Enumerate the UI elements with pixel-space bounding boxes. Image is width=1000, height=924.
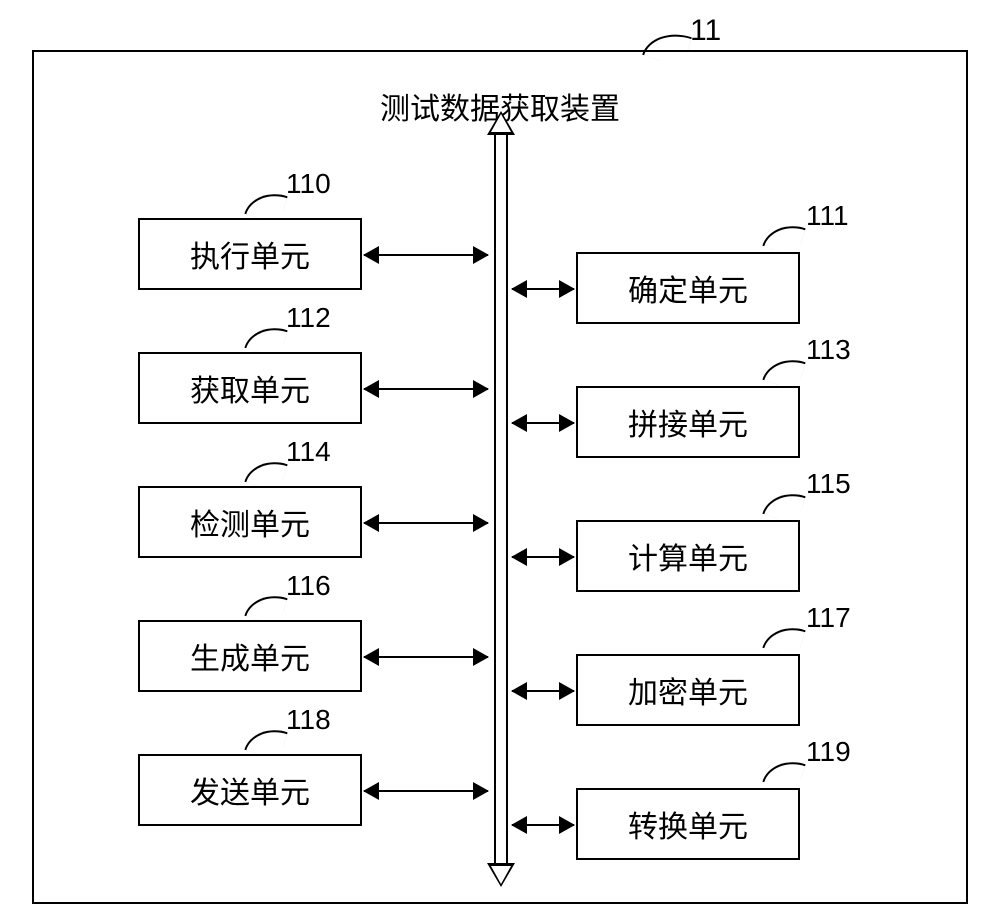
unit-box-label: 获取单元 [190, 366, 310, 410]
unit-label-text-114: 114 [286, 436, 331, 468]
unit-label-text-118: 118 [286, 704, 331, 736]
unit-label-text-113: 113 [806, 334, 851, 366]
unit-box-118: 发送单元 [138, 754, 362, 826]
unit-label-text-112: 112 [286, 302, 331, 334]
connector-111 [512, 288, 574, 290]
outer-label-text: 11 [690, 14, 721, 48]
unit-box-label: 计算单元 [628, 534, 748, 578]
unit-box-label: 生成单元 [190, 634, 310, 678]
unit-label-text-119: 119 [806, 736, 851, 768]
unit-box-114: 检测单元 [138, 486, 362, 558]
unit-box-111: 确定单元 [576, 252, 800, 324]
bus-arrow-bottom-icon [487, 863, 515, 887]
unit-box-label: 加密单元 [628, 668, 748, 712]
unit-box-117: 加密单元 [576, 654, 800, 726]
unit-label-text-117: 117 [806, 602, 851, 634]
unit-box-label: 拼接单元 [628, 400, 748, 444]
connector-110 [364, 254, 488, 256]
unit-label-text-111: 111 [806, 200, 849, 232]
connector-113 [512, 422, 574, 424]
unit-box-110: 执行单元 [138, 218, 362, 290]
central-bus [494, 133, 508, 865]
unit-box-116: 生成单元 [138, 620, 362, 692]
unit-label-text-110: 110 [286, 168, 331, 200]
unit-box-119: 转换单元 [576, 788, 800, 860]
connector-115 [512, 556, 574, 558]
unit-box-label: 转换单元 [628, 802, 748, 846]
connector-119 [512, 824, 574, 826]
unit-box-label: 检测单元 [190, 500, 310, 544]
connector-116 [364, 656, 488, 658]
bus-arrow-top-icon [487, 111, 515, 135]
connector-114 [364, 522, 488, 524]
unit-box-112: 获取单元 [138, 352, 362, 424]
unit-box-label: 执行单元 [190, 232, 310, 276]
unit-label-text-116: 116 [286, 570, 331, 602]
connector-117 [512, 690, 574, 692]
connector-112 [364, 388, 488, 390]
unit-label-text-115: 115 [806, 468, 851, 500]
unit-box-113: 拼接单元 [576, 386, 800, 458]
connector-118 [364, 790, 488, 792]
unit-box-label: 确定单元 [628, 266, 748, 310]
unit-box-label: 发送单元 [190, 768, 310, 812]
unit-box-115: 计算单元 [576, 520, 800, 592]
